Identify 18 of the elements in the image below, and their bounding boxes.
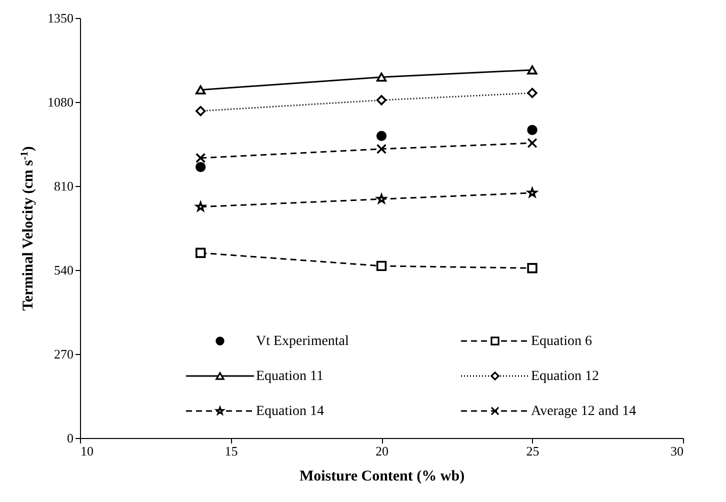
legend-label: Equation 11 [256, 369, 324, 384]
x-tick-label: 10 [80, 444, 94, 458]
legend-label: Average 12 and 14 [531, 404, 636, 419]
y-tick-label: 270 [54, 346, 74, 362]
y-tick-label: 540 [54, 262, 74, 278]
y-tick-label: 0 [67, 430, 74, 446]
legend-label: Equation 14 [256, 404, 324, 419]
legend-label: Equation 12 [531, 369, 600, 384]
x-tick-label: 30 [670, 444, 684, 458]
x-tick-label: 15 [224, 444, 238, 458]
x-tick-label: 20 [376, 444, 388, 458]
legend-label: Equation 6 [531, 334, 592, 349]
y-tick-label: 810 [54, 178, 74, 194]
x-axis-title: Moisture Content (% wb) [299, 468, 465, 484]
x-tick-label: 25 [526, 444, 540, 458]
y-tick-label: 1350 [48, 10, 74, 26]
legend-label: Vt Experimental [256, 334, 350, 349]
y-tick-label: 1080 [48, 94, 74, 110]
